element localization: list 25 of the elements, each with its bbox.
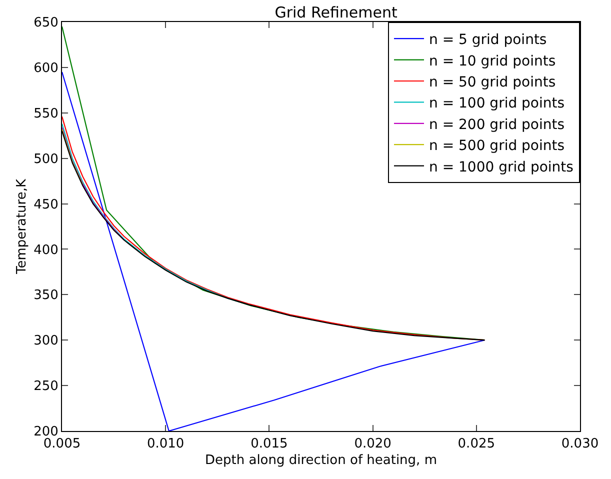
y-tick-label: 250 [34, 379, 58, 394]
chart-title: Grid Refinement [274, 4, 398, 22]
y-axis-title: Temperature,K [14, 178, 30, 276]
y-tick-label: 300 [34, 334, 58, 349]
legend-label: n = 200 grid points [429, 116, 565, 133]
legend-label: n = 5 grid points [429, 32, 547, 48]
legend-label: n = 100 grid points [429, 96, 565, 112]
x-tick-label: 0.015 [250, 436, 288, 452]
y-tick-label: 550 [34, 106, 58, 122]
y-tick-label: 650 [34, 16, 58, 31]
x-tick-label: 0.020 [354, 436, 392, 452]
y-tick-label: 400 [34, 242, 58, 258]
x-tick-label: 0.005 [43, 436, 81, 452]
y-tick-label: 350 [34, 288, 58, 304]
x-tick-label: 0.025 [458, 436, 496, 452]
x-axis-title: Depth along direction of heating, m [205, 453, 437, 468]
x-tick-label: 0.010 [146, 436, 184, 452]
legend-label: n = 500 grid points [429, 138, 565, 154]
x-tick-label: 0.030 [561, 436, 599, 452]
y-tick-label: 500 [34, 152, 58, 167]
legend-label: n = 50 grid points [429, 74, 556, 90]
y-tick-label: 450 [34, 197, 58, 212]
legend-label: n = 10 grid points [429, 53, 556, 70]
legend-label: n = 1000 grid points [429, 159, 574, 176]
y-tick-label: 600 [34, 60, 58, 76]
